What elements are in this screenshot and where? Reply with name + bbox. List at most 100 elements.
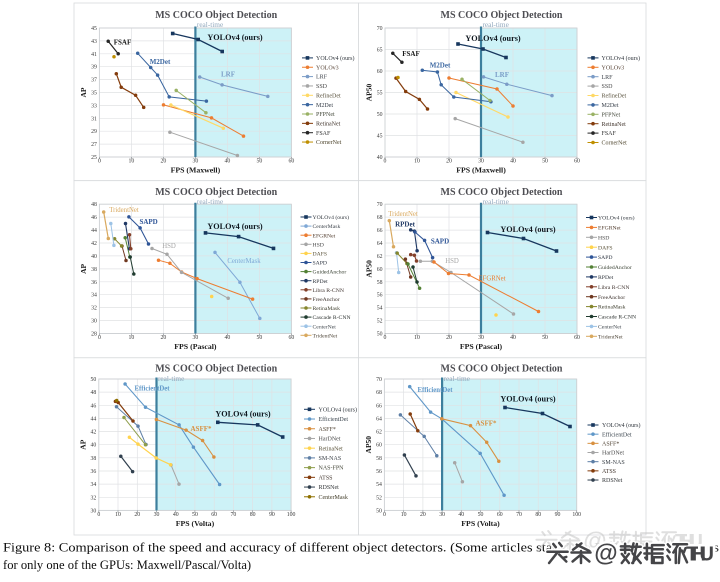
svg-text:80: 80 xyxy=(250,512,256,518)
svg-text:AP: AP xyxy=(79,87,88,97)
svg-text:AP50: AP50 xyxy=(364,436,373,454)
svg-text:ASFF*: ASFF* xyxy=(191,425,213,433)
svg-text:100: 100 xyxy=(572,512,581,518)
svg-text:0: 0 xyxy=(384,335,387,341)
svg-text:EfficientDet: EfficientDet xyxy=(319,416,349,423)
svg-text:FSAF: FSAF xyxy=(316,131,331,137)
svg-text:RetinaNet: RetinaNet xyxy=(602,122,627,128)
svg-text:PFPNet: PFPNet xyxy=(602,112,621,118)
svg-text:ASFF*: ASFF* xyxy=(476,420,498,428)
svg-text:30: 30 xyxy=(91,508,97,514)
svg-text:FPS (Pascal): FPS (Pascal) xyxy=(460,342,503,351)
svg-text:0: 0 xyxy=(97,512,100,518)
svg-text:RetinaNet: RetinaNet xyxy=(316,121,341,127)
svg-text:HSD: HSD xyxy=(313,242,324,248)
svg-text:48: 48 xyxy=(91,202,97,208)
svg-text:40: 40 xyxy=(91,443,97,449)
svg-text:50: 50 xyxy=(542,159,548,165)
svg-text:45: 45 xyxy=(377,134,383,140)
svg-text:42: 42 xyxy=(91,430,97,436)
svg-text:20: 20 xyxy=(161,335,167,341)
svg-text:46: 46 xyxy=(91,403,97,409)
svg-text:ATSS: ATSS xyxy=(602,469,616,475)
svg-text:RPDet: RPDet xyxy=(395,221,415,229)
svg-text:30: 30 xyxy=(439,512,445,518)
svg-text:65: 65 xyxy=(377,48,383,54)
svg-text:HarDNet: HarDNet xyxy=(319,437,341,443)
svg-text:40: 40 xyxy=(225,159,231,165)
svg-text:CenterNet: CenterNet xyxy=(313,324,337,330)
svg-text:CenterMask: CenterMask xyxy=(319,495,348,501)
svg-text:30: 30 xyxy=(193,335,199,341)
svg-text:GuidedAnchor: GuidedAnchor xyxy=(598,265,632,271)
svg-text:54: 54 xyxy=(377,306,383,312)
svg-text:SAPD: SAPD xyxy=(139,218,157,226)
svg-text:36: 36 xyxy=(91,280,97,286)
svg-text:39: 39 xyxy=(91,65,97,71)
svg-text:70: 70 xyxy=(377,26,383,32)
svg-text:FPS (Pascal): FPS (Pascal) xyxy=(174,342,217,351)
svg-text:YOLOv4 (ours): YOLOv4 (ours) xyxy=(500,395,556,404)
svg-text:20: 20 xyxy=(446,335,452,341)
svg-text:SAPD: SAPD xyxy=(313,261,328,267)
svg-text:32: 32 xyxy=(91,495,97,501)
svg-text:Libra R-CNN: Libra R-CNN xyxy=(598,285,629,291)
svg-text:SAPD: SAPD xyxy=(598,255,613,261)
svg-text:20: 20 xyxy=(161,159,167,165)
svg-text:58: 58 xyxy=(376,456,382,462)
svg-text:41: 41 xyxy=(91,52,97,58)
svg-text:Figure 8: Comparison of the sp: Figure 8: Comparison of the speed and ac… xyxy=(3,541,719,555)
svg-text:29: 29 xyxy=(91,129,97,135)
svg-text:50: 50 xyxy=(376,508,382,514)
svg-text:0: 0 xyxy=(98,335,101,341)
svg-text:EFGRNet: EFGRNet xyxy=(598,226,621,232)
svg-text:45: 45 xyxy=(91,26,97,32)
svg-text:real-time: real-time xyxy=(483,20,509,29)
svg-text:MS COCO Object Detection: MS COCO Object Detection xyxy=(441,10,563,21)
svg-text:EFGRNet: EFGRNet xyxy=(313,233,336,239)
svg-text:54: 54 xyxy=(376,482,382,488)
svg-text:50: 50 xyxy=(91,377,97,383)
svg-text:0: 0 xyxy=(384,159,387,165)
svg-text:66: 66 xyxy=(377,228,383,234)
svg-text:real-time: real-time xyxy=(197,197,223,206)
svg-text:35: 35 xyxy=(91,91,97,97)
svg-text:60: 60 xyxy=(377,267,383,273)
svg-text:68: 68 xyxy=(377,215,383,221)
svg-text:34: 34 xyxy=(91,293,97,299)
svg-text:EfficientDet: EfficientDet xyxy=(602,431,632,438)
svg-text:34: 34 xyxy=(91,482,97,488)
svg-text:PFPNet: PFPNet xyxy=(316,112,335,118)
svg-text:M2Det: M2Det xyxy=(316,103,333,109)
svg-text:36: 36 xyxy=(91,469,97,475)
svg-text:HSD: HSD xyxy=(445,258,459,265)
svg-text:FPS (Volta): FPS (Volta) xyxy=(461,519,500,528)
svg-text:AP: AP xyxy=(78,439,87,449)
svg-text:RefineDet: RefineDet xyxy=(602,93,627,100)
svg-text:64: 64 xyxy=(377,241,383,247)
svg-text:TridentNet: TridentNet xyxy=(388,211,418,218)
svg-text:60: 60 xyxy=(377,69,383,75)
svg-text:60: 60 xyxy=(497,512,503,518)
svg-text:38: 38 xyxy=(91,267,97,273)
svg-text:YOLOv4 (ours): YOLOv4 (ours) xyxy=(316,55,355,62)
svg-text:60: 60 xyxy=(289,335,295,341)
svg-text:30: 30 xyxy=(478,335,484,341)
svg-text:real-time: real-time xyxy=(483,197,509,206)
svg-text:YOLOv4 (ours): YOLOv4 (ours) xyxy=(602,55,641,62)
svg-text:90: 90 xyxy=(555,512,561,518)
svg-text:CenterMask: CenterMask xyxy=(227,258,261,265)
svg-text:real-time: real-time xyxy=(197,20,223,29)
svg-text:68: 68 xyxy=(376,390,382,396)
svg-text:YOLOv4 (ours): YOLOv4 (ours) xyxy=(207,222,263,231)
svg-text:28: 28 xyxy=(91,332,97,338)
svg-text:real-time: real-time xyxy=(158,374,184,383)
svg-text:30: 30 xyxy=(154,512,160,518)
svg-text:60: 60 xyxy=(289,159,295,165)
svg-text:20: 20 xyxy=(420,512,426,518)
svg-text:TridentNet: TridentNet xyxy=(598,334,623,340)
svg-text:10: 10 xyxy=(115,512,121,518)
svg-text:Cascade R-CNN: Cascade R-CNN xyxy=(313,315,351,321)
svg-text:SSD: SSD xyxy=(316,84,328,90)
svg-text:ASFF*: ASFF* xyxy=(602,441,619,447)
